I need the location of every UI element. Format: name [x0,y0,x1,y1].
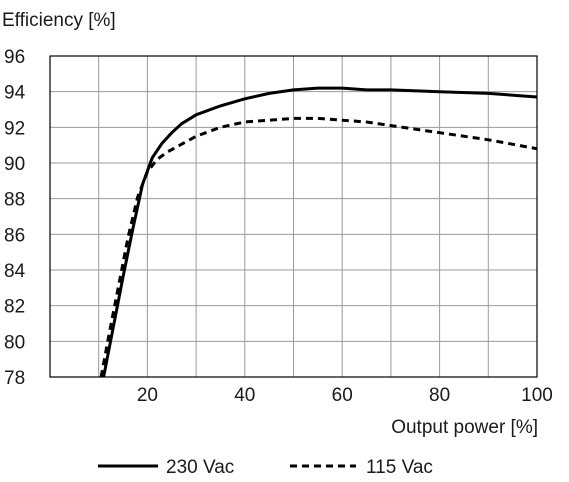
series-lines [99,86,538,378]
y-axis-label: Efficiency [%] [2,10,116,31]
y-tick-label: 86 [4,225,25,246]
x-tick-label: 100 [521,385,553,406]
legend: 230 Vac 115 Vac [98,457,433,478]
y-tick-label: 96 [4,47,25,68]
y-tick-label: 88 [4,190,25,211]
grid [50,56,537,377]
y-tick-label: 90 [4,154,25,175]
series-line-230-vac [102,86,538,378]
legend-label: 230 Vac [166,457,234,478]
y-tick-label: 94 [4,83,26,104]
y-tick-label: 82 [4,297,25,318]
y-tick-label: 84 [4,261,26,282]
y-tick-labels: 78 80 82 84 86 88 90 92 94 96 [4,47,26,389]
series-line-115-vac [99,116,538,378]
y-tick-label: 80 [4,332,25,353]
x-tick-label: 80 [429,385,450,406]
legend-label: 115 Vac [366,457,433,478]
x-tick-label: 40 [234,385,255,406]
x-tick-label: 20 [137,385,158,406]
y-tick-label: 78 [4,368,25,389]
x-axis-label: Output power [%] [391,417,538,438]
x-tick-label: 60 [332,385,353,406]
x-tick-labels: 20 40 60 80 100 [137,385,553,406]
plot-frame [49,55,538,378]
y-tick-label: 92 [4,118,25,139]
